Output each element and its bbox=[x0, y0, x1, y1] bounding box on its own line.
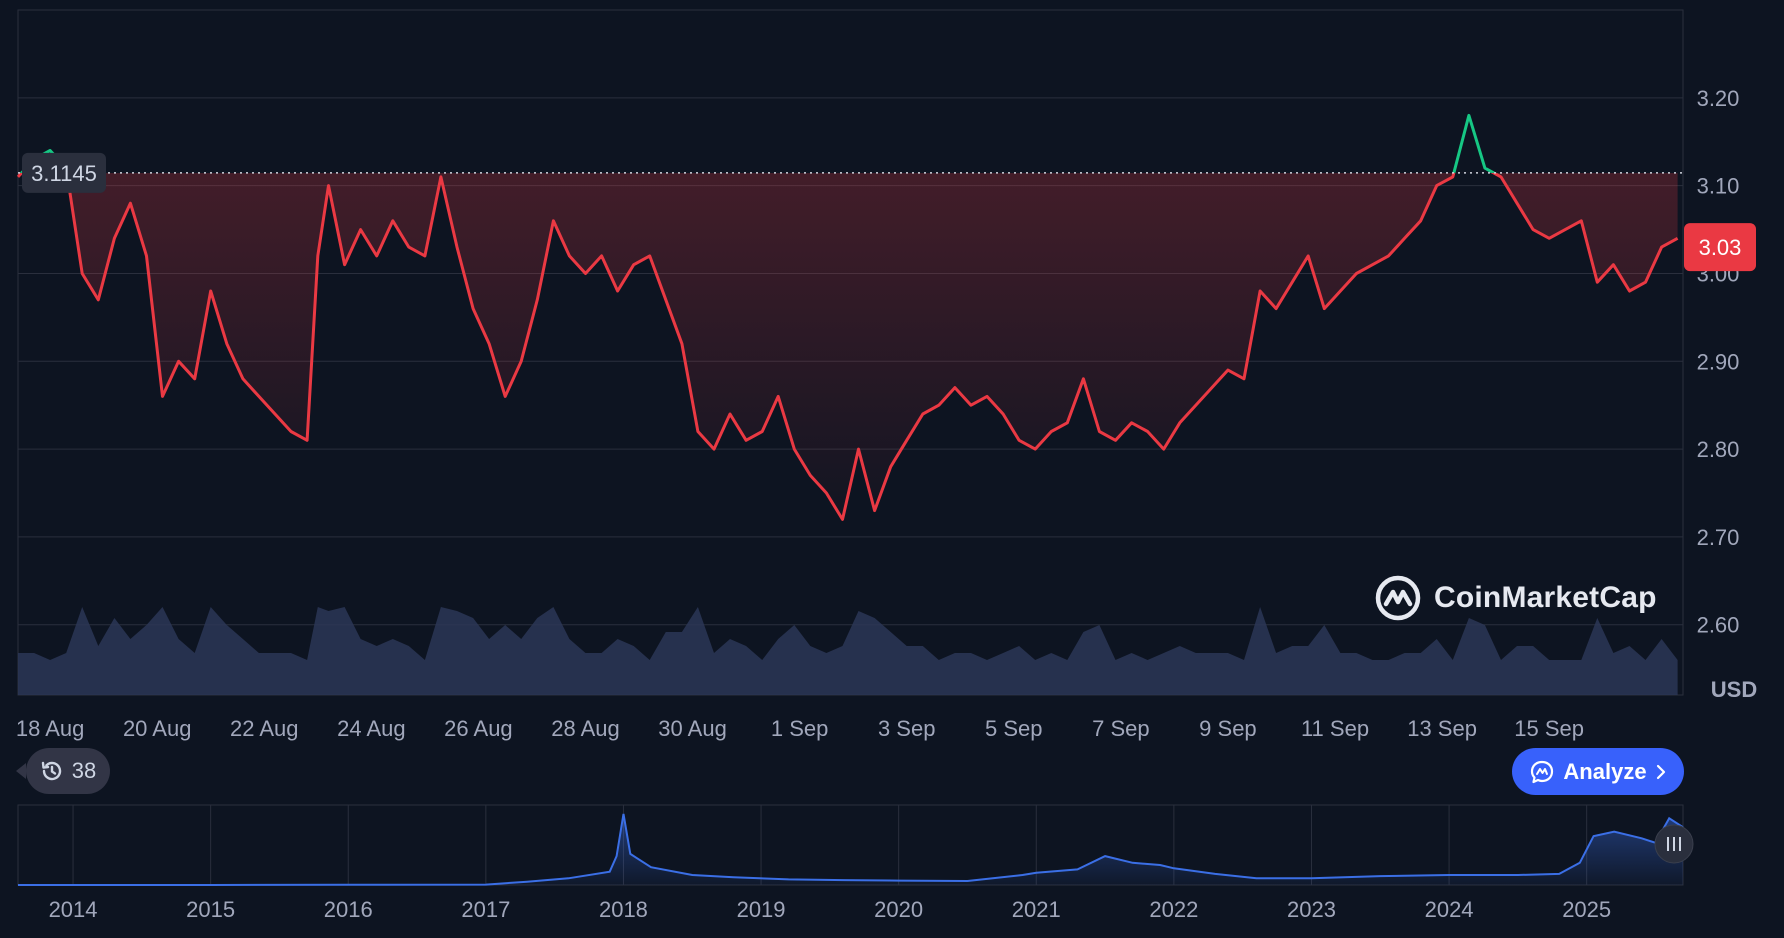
y-tick-label: 2.80 bbox=[1697, 437, 1740, 462]
reference-price-badge bbox=[22, 152, 106, 193]
x-tick-label: 28 Aug bbox=[551, 716, 620, 741]
ai-spark-icon bbox=[1531, 760, 1554, 783]
navigator-year-label: 2025 bbox=[1562, 897, 1611, 922]
x-tick-label: 24 Aug bbox=[337, 716, 406, 741]
coinmarketcap-logo-icon bbox=[1375, 575, 1421, 621]
x-tick-label: 5 Sep bbox=[985, 716, 1043, 741]
x-tick-label: 7 Sep bbox=[1092, 716, 1150, 741]
navigator-year-label: 2016 bbox=[324, 897, 373, 922]
y-tick-label: 2.90 bbox=[1697, 349, 1740, 374]
x-tick-label: 9 Sep bbox=[1199, 716, 1257, 741]
x-tick-label: 30 Aug bbox=[658, 716, 727, 741]
y-tick-label: 2.70 bbox=[1697, 525, 1740, 550]
x-tick-label: 26 Aug bbox=[444, 716, 513, 741]
chevron-right-icon bbox=[1656, 764, 1665, 779]
history-count: 38 bbox=[71, 758, 97, 783]
x-tick-label: 20 Aug bbox=[123, 716, 192, 741]
navigator-line bbox=[18, 813, 1684, 886]
navigator-year-label: 2023 bbox=[1287, 897, 1336, 922]
history-clock-icon bbox=[41, 761, 61, 781]
reference-price-label: 3.1145 bbox=[31, 161, 97, 186]
navigator-year-label: 2014 bbox=[49, 897, 98, 922]
brand-name: CoinMarketCap bbox=[1434, 581, 1657, 614]
price-area-fill bbox=[18, 172, 1678, 520]
currency-label: USD bbox=[1711, 677, 1757, 702]
navigator-year-label: 2020 bbox=[874, 897, 923, 922]
navigator-year-label: 2022 bbox=[1149, 897, 1198, 922]
x-tick-label: 3 Sep bbox=[878, 716, 936, 741]
price-area bbox=[18, 172, 1678, 520]
x-tick-label: 13 Sep bbox=[1407, 716, 1477, 741]
navigator-frame bbox=[17, 804, 1684, 886]
x-tick-label: 22 Aug bbox=[230, 716, 299, 741]
analyze-button[interactable]: Analyze bbox=[1512, 748, 1684, 795]
price-line bbox=[16, 113, 1679, 521]
volume-bars bbox=[18, 607, 1678, 695]
y-tick-label: 3.10 bbox=[1697, 174, 1740, 199]
navigator-year-label: 2024 bbox=[1425, 897, 1474, 922]
current-price-badge bbox=[1684, 223, 1756, 272]
navigator-year-label: 2017 bbox=[461, 897, 510, 922]
navigator-year-label: 2018 bbox=[599, 897, 648, 922]
y-tick-label: 2.60 bbox=[1697, 613, 1740, 638]
x-tick-label: 1 Sep bbox=[771, 716, 829, 741]
navigator-year-label: 2015 bbox=[186, 897, 235, 922]
navigator-year-labels: 2014 2015 2016 2017 2018 2019 2020 2021 2022 2023… bbox=[49, 897, 1612, 922]
x-tick-label: 11 Sep bbox=[1301, 716, 1369, 741]
range-navigator[interactable] bbox=[17, 804, 1694, 886]
current-price-label: 3.03 bbox=[1699, 235, 1742, 260]
volume-area bbox=[18, 607, 1678, 695]
x-tick-label: 18 Aug bbox=[16, 716, 85, 741]
navigator-area bbox=[18, 813, 1683, 885]
price-line-below bbox=[16, 172, 1679, 521]
analyze-label: Analyze bbox=[1563, 758, 1647, 784]
x-axis-labels: 18 Aug 20 Aug 22 Aug 24 Aug 26 Aug 28 Aug 30 A… bbox=[16, 716, 1584, 741]
navigator-year-label: 2019 bbox=[737, 897, 786, 922]
x-tick-label: 15 Sep bbox=[1514, 716, 1584, 741]
price-badges: 3.1145 3.03 bbox=[22, 152, 1756, 272]
navigator-year-label: 2021 bbox=[1012, 897, 1061, 922]
history-button[interactable]: 38 bbox=[16, 748, 110, 794]
coinmarketcap-watermark: CoinMarketCap bbox=[1374, 574, 1657, 622]
y-tick-label: 3.20 bbox=[1697, 86, 1740, 111]
